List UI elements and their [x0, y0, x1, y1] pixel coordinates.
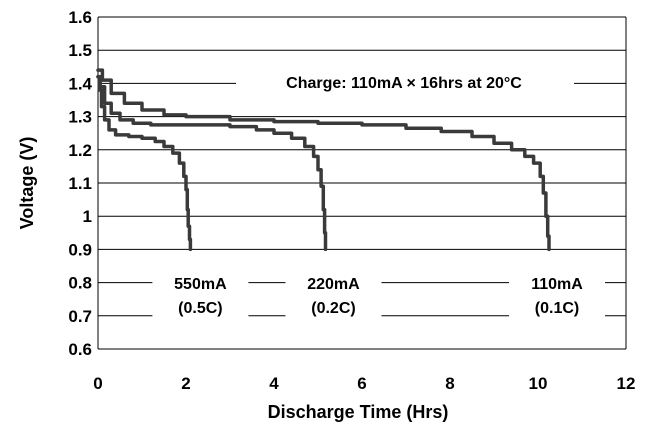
x-tick-label: 10: [529, 374, 548, 393]
series-label-bg: [509, 270, 605, 318]
series-label: 220mA: [307, 276, 360, 293]
series-line-1: [96, 75, 328, 252]
annotation-background: [236, 68, 574, 96]
y-tick-label: 1.2: [68, 141, 92, 160]
charge-annotation: Charge: 110mA × 16hrs at 20°C: [286, 75, 522, 92]
series-label-bg: [152, 270, 249, 318]
y-tick-label: 0.8: [68, 274, 92, 293]
series-line-2: [96, 68, 551, 252]
x-tick-label: 0: [93, 374, 102, 393]
y-tick-label: 1.5: [68, 41, 92, 60]
series-label-bg: [285, 270, 382, 318]
x-tick-label: 2: [181, 374, 190, 393]
y-tick-label: 1.1: [68, 174, 92, 193]
series-labels: 550mA (0.5C) 220mA (0.2C) 110mA (0.1C): [174, 276, 583, 317]
y-tick-label: 1: [83, 207, 92, 226]
y-tick-label: 0.7: [68, 307, 92, 326]
y-tick-label: 1.4: [68, 74, 92, 93]
y-tick-label: 1.6: [68, 8, 92, 27]
label-backgrounds: [152, 270, 605, 318]
x-tick-label: 6: [357, 374, 366, 393]
x-tick-labels: 0 2 4 6 8 10 12: [93, 374, 635, 393]
y-tick-label: 0.9: [68, 240, 92, 259]
curves: [96, 68, 551, 252]
y-tick-label: 1.3: [68, 108, 92, 127]
y-tick-label: 0.6: [68, 340, 92, 359]
y-axis-title: Voltage (V): [17, 137, 37, 230]
x-tick-label: 12: [617, 374, 636, 393]
series-label: (0.2C): [311, 300, 355, 317]
series-label: (0.1C): [535, 300, 579, 317]
series-label: (0.5C): [178, 300, 222, 317]
x-tick-label: 8: [445, 374, 454, 393]
series-line-0: [96, 75, 193, 252]
series-label: 550mA: [174, 276, 227, 293]
y-tick-labels: 0.6 0.7 0.8 0.9 1 1.1 1.2 1.3 1.4 1.5 1.6: [68, 8, 92, 359]
x-axis-title: Discharge Time (Hrs): [268, 402, 449, 422]
series-label: 110mA: [531, 276, 583, 293]
x-tick-label: 4: [269, 374, 279, 393]
